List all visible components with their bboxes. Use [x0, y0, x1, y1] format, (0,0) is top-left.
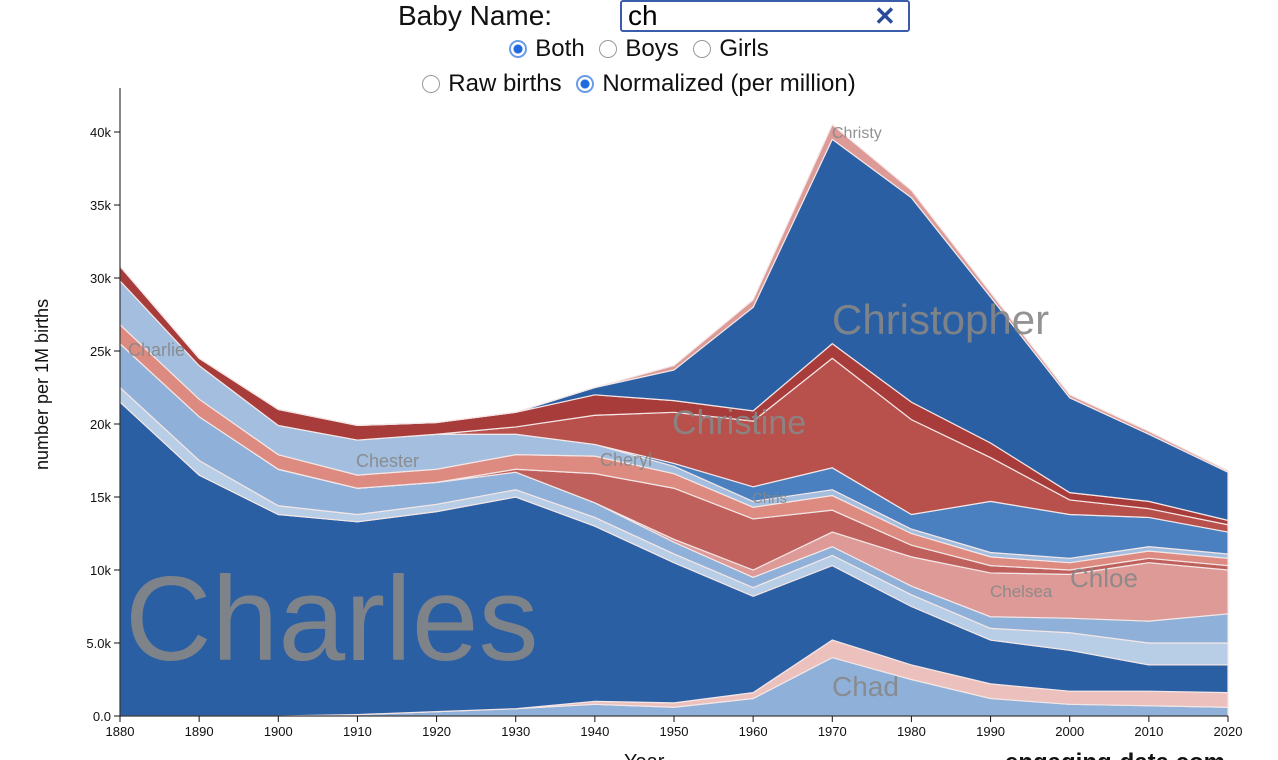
area-christy: [119, 123, 1229, 474]
annotation-chelsea: Chelsea: [990, 582, 1053, 601]
x-tick-label: 1890: [185, 724, 214, 739]
annotation-charlie: Charlie: [128, 340, 185, 360]
annotation-chloe: Chloe: [1070, 563, 1138, 593]
annotation-chester: Chester: [356, 451, 419, 471]
credit: engaging-data.com: [1005, 749, 1225, 760]
y-tick-label: 35k: [90, 198, 111, 213]
radio-normalized[interactable]: Normalized (per million): [576, 70, 856, 98]
radio-label: Boys: [625, 35, 679, 62]
radio-icon[interactable]: [599, 40, 618, 58]
y-tick-label: 25k: [90, 344, 111, 359]
radio-girls[interactable]: Girls: [693, 35, 769, 63]
x-tick-label: 1970: [818, 724, 847, 739]
radio-label: Raw births: [448, 70, 562, 97]
radio-label: Both: [535, 35, 585, 62]
x-tick-label: 2000: [1055, 724, 1084, 739]
radio-icon[interactable]: [509, 40, 528, 58]
radio-icon[interactable]: [576, 75, 595, 93]
y-axis-label: number per 1M births: [32, 299, 52, 470]
annotation-chad: Chad: [832, 671, 899, 702]
baby-name-label: Baby Name:: [398, 0, 553, 31]
y-tick-label: 10k: [90, 563, 111, 578]
y-tick-label: 20k: [90, 417, 111, 432]
gender-radio-group: Both Boys Girls: [0, 35, 1278, 65]
radio-boys[interactable]: Boys: [599, 35, 679, 63]
x-tick-label: 1900: [264, 724, 293, 739]
annotation-chris: Chris: [752, 490, 787, 507]
annotation-christy: Christy: [832, 125, 882, 142]
radio-icon[interactable]: [422, 75, 441, 93]
x-tick-label: 1920: [422, 724, 451, 739]
x-tick-label: 2020: [1214, 724, 1243, 739]
x-tick-label: 1940: [580, 724, 609, 739]
x-tick-label: 1910: [343, 724, 372, 739]
x-tick-label: 1930: [501, 724, 530, 739]
mode-radio-group: Raw births Normalized (per million): [0, 70, 1278, 100]
x-tick-label: 2010: [1134, 724, 1163, 739]
x-tick-label: 1960: [739, 724, 768, 739]
radio-icon[interactable]: [693, 40, 712, 58]
annotation-christine: Christine: [672, 404, 806, 442]
name-search: Baby Name: ✕: [0, 0, 1278, 34]
y-tick-label: 40k: [90, 125, 111, 140]
x-tick-label: 1950: [660, 724, 689, 739]
y-tick-label: 30k: [90, 271, 111, 286]
baby-name-input[interactable]: [620, 0, 910, 32]
y-tick-label: 0.0: [93, 709, 111, 724]
annotation-charles: Charles: [125, 552, 539, 686]
y-tick-label: 5.0k: [86, 636, 111, 651]
x-tick-label: 1980: [897, 724, 926, 739]
x-tick-label: 1990: [976, 724, 1005, 739]
x-tick-label: 1880: [106, 724, 135, 739]
radio-both[interactable]: Both: [509, 35, 585, 63]
radio-label: Girls: [719, 35, 769, 62]
annotation-cheryl: Cheryl: [600, 450, 652, 470]
radio-label: Normalized (per million): [602, 70, 856, 97]
x-axis-label: Year: [624, 751, 665, 760]
y-tick-label: 15k: [90, 490, 111, 505]
radio-raw-births[interactable]: Raw births: [422, 70, 562, 98]
annotation-christopher: Christopher: [832, 296, 1049, 343]
close-icon[interactable]: ✕: [874, 1, 896, 31]
